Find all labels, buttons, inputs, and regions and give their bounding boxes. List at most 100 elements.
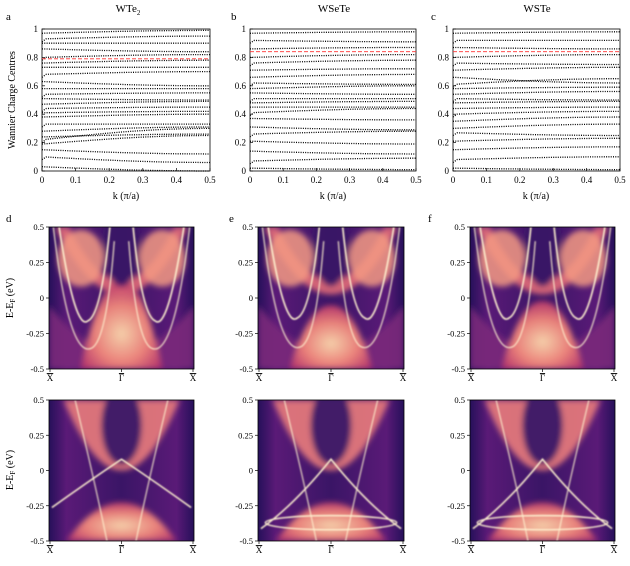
bands-heatmap bbox=[49, 227, 194, 369]
bands-k-label: X bbox=[468, 545, 475, 555]
wcc-curve bbox=[452, 123, 620, 130]
bands-ytick-label: 0 bbox=[461, 293, 465, 303]
bands-ytick-label: 0 bbox=[40, 293, 44, 303]
wcc-curve bbox=[41, 29, 210, 34]
bands-k-label: X bbox=[256, 545, 263, 555]
wcc-frame bbox=[249, 28, 417, 172]
band-line bbox=[260, 458, 402, 530]
bands-ytick-label: 0.25 bbox=[29, 430, 44, 440]
bands-ytick-label: -0.5 bbox=[240, 536, 253, 546]
wcc-curve bbox=[452, 146, 620, 151]
wcc-curve bbox=[249, 126, 416, 131]
wcc-ytick-label: 0.6 bbox=[438, 81, 450, 91]
wcc-xtick-label: 0.2 bbox=[104, 175, 115, 185]
wcc-xtick-label: 0.2 bbox=[311, 175, 322, 185]
wcc-panel-c: 0 0.2 0.4 0.6 0.8 1 0 0.1 0.2 0.3 0.4 0.5 bbox=[438, 24, 626, 185]
band-line bbox=[341, 227, 395, 320]
wcc-xtick-label: 0 bbox=[451, 175, 456, 185]
wcc-curve bbox=[452, 110, 620, 118]
wcc-curve bbox=[249, 85, 416, 90]
wcc-curve bbox=[249, 53, 416, 59]
bands-heatmap bbox=[258, 227, 404, 369]
wcc-ytick-label: 0.2 bbox=[235, 138, 246, 148]
bands-ytick-label: 0.5 bbox=[454, 222, 465, 232]
panel-letter-f: f bbox=[428, 213, 432, 225]
wcc-curve bbox=[41, 53, 210, 61]
bands-ytick-label: 0 bbox=[249, 293, 253, 303]
bands-k-label: X bbox=[400, 373, 407, 383]
heatmap-bulk bbox=[272, 400, 390, 541]
wcc-curve bbox=[249, 97, 416, 102]
band-line bbox=[264, 514, 398, 531]
wcc-curve bbox=[452, 137, 620, 142]
bands-k-label: Γ bbox=[119, 545, 124, 555]
wcc-curve bbox=[41, 156, 210, 164]
wcc-curve bbox=[453, 46, 620, 50]
band-line bbox=[52, 227, 115, 350]
band-line bbox=[473, 227, 536, 349]
bands-panel-d-top: 0.50.250-0.25-0.5X Γ X bbox=[26, 222, 196, 383]
wcc-curve bbox=[452, 62, 620, 67]
wcc-ytick-label: 0 bbox=[34, 166, 39, 176]
wcc-curve bbox=[41, 113, 210, 118]
wcc-ytick-label: 0.6 bbox=[235, 81, 247, 91]
band-line bbox=[135, 400, 169, 541]
wcc-xtick-label: 0.4 bbox=[377, 175, 389, 185]
heatmap-bands bbox=[472, 400, 613, 541]
wcc-curve bbox=[41, 110, 210, 114]
wcc-curve bbox=[452, 116, 620, 122]
wcc-curve bbox=[250, 167, 416, 171]
band-line bbox=[261, 227, 325, 349]
wcc-ylabel: Wannier Charge Centres bbox=[7, 51, 18, 149]
wcc-ytick-label: 0.8 bbox=[438, 52, 450, 62]
bands-ytick-label: 0 bbox=[40, 466, 44, 476]
band-line bbox=[556, 400, 590, 541]
bands-ytick-label: 0.5 bbox=[454, 395, 465, 405]
wcc-ytick-label: 0.8 bbox=[27, 52, 39, 62]
wcc-xtick-label: 0.5 bbox=[614, 175, 626, 185]
wcc-ytick-label: 0.8 bbox=[235, 52, 247, 62]
wcc-frame bbox=[452, 28, 621, 172]
wcc-xlabel-b: k (π/a) bbox=[320, 191, 346, 202]
heatmap-bands bbox=[473, 227, 612, 349]
bands-ytick-label: 0.25 bbox=[450, 258, 465, 268]
wcc-curve bbox=[249, 130, 416, 138]
band-line bbox=[337, 227, 401, 349]
wcc-xtick-label: 0.3 bbox=[344, 175, 356, 185]
band-line bbox=[495, 400, 529, 541]
band-line bbox=[58, 227, 111, 323]
wcc-curve bbox=[41, 149, 210, 155]
heatmap-bulk bbox=[258, 227, 404, 369]
panel-letter-c: c bbox=[431, 11, 436, 23]
band-line bbox=[283, 400, 318, 541]
wcc-curve bbox=[452, 78, 620, 88]
heatmap-bulk bbox=[484, 400, 601, 541]
wcc-curve bbox=[249, 157, 416, 165]
wcc-xlabel-a: k (π/a) bbox=[113, 191, 139, 202]
bands-panel-f-bottom: 0.50.250-0.25-0.5X Γ X bbox=[447, 395, 618, 555]
wcc-xtick-label: 0.1 bbox=[481, 175, 492, 185]
wcc-curve bbox=[452, 76, 620, 84]
heatmap-bulk bbox=[49, 227, 194, 369]
wcc-ytick-label: 1 bbox=[242, 24, 247, 34]
panel-letter-d: d bbox=[6, 213, 12, 225]
bands-panel-f-top: 0.50.250-0.25-0.5X Γ X bbox=[447, 222, 617, 383]
bands-k-label: X bbox=[611, 545, 618, 555]
bands-ylabel-bottom: E-EF (eV) bbox=[5, 450, 17, 490]
bands-k-label: X bbox=[256, 373, 263, 383]
wcc-xtick-label: 0.3 bbox=[548, 175, 560, 185]
wcc-curve bbox=[41, 127, 210, 144]
wcc-curve bbox=[41, 48, 210, 53]
heatmap-bands bbox=[261, 227, 401, 349]
wcc-ytick-label: 0.4 bbox=[235, 109, 247, 119]
bands-k-label: Γ bbox=[540, 545, 545, 555]
band-line bbox=[267, 227, 321, 320]
bands-heatmap bbox=[49, 400, 194, 541]
bands-ytick-label: 0.5 bbox=[33, 395, 44, 405]
bands-ytick-label: 0.25 bbox=[238, 430, 253, 440]
bands-ytick-label: -0.25 bbox=[447, 329, 465, 339]
bands-panel-e-bottom: 0.50.250-0.25-0.5X Γ X bbox=[235, 395, 406, 555]
wcc-curve bbox=[41, 123, 210, 128]
wcc-curve bbox=[452, 39, 620, 44]
